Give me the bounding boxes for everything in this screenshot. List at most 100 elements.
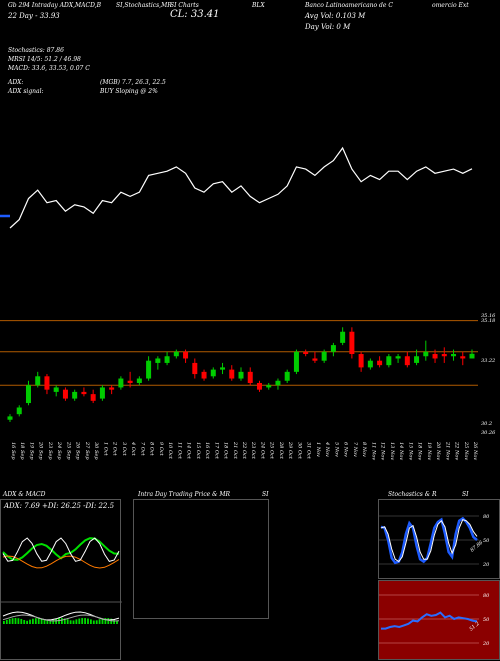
macd-histogram-bar: [63, 618, 66, 624]
date-axis-label: 5 Nov: [333, 442, 339, 457]
macd-histogram-bar: [101, 618, 104, 624]
macd-histogram-bar: [17, 618, 20, 624]
candle-body: [229, 369, 235, 379]
header-day-value: 22 Day - 33.93: [8, 12, 60, 20]
date-axis-label: 2 Oct: [112, 441, 118, 457]
rsi-tick-50: 50: [483, 617, 490, 623]
macd-histogram-bar: [113, 619, 115, 624]
adx-panel-readout: ADX: 7.69 +DI: 26.25 -DI: 22.5: [4, 502, 115, 510]
macd-histogram-bar: [37, 618, 40, 624]
date-axis-label: 22 Nov: [454, 441, 460, 460]
candle-body: [183, 351, 189, 359]
candle-body: [441, 354, 447, 357]
macd-histogram-bar: [5, 619, 8, 624]
macd-histogram-bar: [26, 620, 28, 624]
candle-body: [238, 371, 244, 379]
candle-body: [16, 407, 22, 415]
date-axis-label: 7 Oct: [139, 442, 145, 457]
price-axis-label: 30.2: [481, 421, 492, 427]
candle-body: [340, 331, 346, 343]
stoch-tick-50: 50: [483, 538, 490, 544]
date-axis-label: 27 Sep: [84, 441, 90, 460]
stochastics-chart: 80 50 20 87.86: [379, 514, 490, 568]
date-axis-label: 30 Sep: [93, 442, 99, 460]
date-axis-label: 24 Sep: [56, 441, 62, 460]
date-axis-label: 4 Oct: [130, 441, 136, 457]
date-axis-label: 14 Nov: [398, 442, 404, 460]
candle-body: [109, 387, 115, 390]
rsi-current-value: 51.2: [468, 621, 480, 633]
header-avg-vol: Avg Vol: 0.103 M: [305, 12, 366, 20]
macd-histogram-bar: [95, 620, 98, 624]
header-day-vol: Day Vol: 0 M: [305, 23, 351, 31]
candle-body: [312, 358, 318, 361]
macd-histogram-bar: [46, 620, 49, 624]
date-axis-label: 9 Oct: [158, 442, 164, 457]
date-axis-label: 26 Nov: [472, 441, 478, 460]
date-axis-label: 29 Oct: [287, 441, 293, 460]
stoch-panel-title-2: SI: [462, 491, 469, 498]
date-axis-label: 10 Oct: [167, 442, 173, 460]
macd-histogram-bar: [23, 619, 26, 624]
mrsi-readout: MRSI 14/5: 51.2 / 46.98: [8, 56, 81, 63]
candle-body: [127, 380, 133, 383]
candle-body: [321, 351, 327, 361]
stoch-panel-title: Stochastics & R: [388, 491, 437, 498]
candle-body: [414, 356, 420, 363]
macd-histogram-bar: [110, 618, 113, 624]
price-axis-label: 33.22: [481, 358, 495, 364]
candle-body: [136, 378, 142, 383]
macd-histogram-bar: [69, 620, 72, 624]
rsi-tick-80: 80: [483, 593, 490, 599]
header-title-left: Gb 294 Intraday ADX,MACD,B: [8, 2, 102, 9]
macd-histogram-bar: [32, 618, 34, 624]
date-axis-label: 25 Sep: [65, 441, 71, 460]
date-axis-label: 13 Nov: [389, 442, 395, 460]
adx-macd-chart: [1, 537, 122, 624]
date-axis-label: 19 Sep: [28, 442, 34, 460]
date-axis-label: 14 Oct: [186, 442, 192, 460]
candle-body: [358, 354, 364, 368]
price-axis-label: 30.26: [481, 430, 496, 436]
macd-histogram-bar: [66, 619, 69, 624]
macd-histogram-bar: [20, 618, 23, 624]
stoch-tick-80: 80: [483, 514, 490, 520]
macd-histogram-bar: [3, 621, 5, 624]
rsi-tick-20: 20: [482, 641, 490, 647]
candle-body: [81, 391, 87, 395]
candle-body: [303, 351, 309, 355]
date-axis-label: 30 Oct: [296, 442, 302, 460]
stochastics-readout: Stochastics: 87.86: [8, 47, 64, 54]
candle-body: [386, 356, 392, 366]
candle-body: [72, 391, 78, 399]
date-axis-label: 22 Oct: [241, 441, 247, 460]
candle-body: [62, 389, 68, 399]
candle-body: [256, 382, 262, 390]
candle-body: [423, 351, 429, 357]
header-close: CL: 33.41: [170, 9, 220, 20]
candle-body: [210, 369, 216, 377]
macd-histogram-bar: [107, 618, 110, 624]
date-axis-label: 18 Sep: [19, 442, 25, 460]
adx-values: (MGB) 7.7, 26.3, 22.5: [100, 79, 166, 86]
intraday-panel: [133, 499, 269, 619]
macd-histogram-bar: [40, 618, 43, 624]
date-axis-label: 20 Sep: [38, 441, 44, 460]
macd-histogram-bar: [90, 619, 92, 624]
macd-histogram-bar: [52, 619, 55, 624]
macd-histogram-bar: [72, 620, 75, 624]
stoch-tick-20: 20: [482, 562, 490, 568]
price-axis-label: 35.18: [481, 318, 495, 324]
candle-body: [404, 356, 410, 366]
date-axis-label: 15 Oct: [195, 442, 201, 460]
candle-body: [377, 360, 383, 366]
date-axis-label: 3 Oct: [121, 442, 127, 457]
macd-histogram-bar: [14, 618, 17, 624]
header-company: Banco Latinoamericano de C: [305, 2, 393, 9]
date-axis-label: 6 Nov: [343, 442, 349, 457]
date-axis-label: 21 Oct: [232, 441, 238, 460]
macd-histogram-bar: [81, 618, 84, 624]
macd-histogram-bar: [98, 619, 101, 624]
stochastics-panel: 80 50 20 87.86: [378, 499, 500, 579]
candle-body: [99, 387, 105, 399]
